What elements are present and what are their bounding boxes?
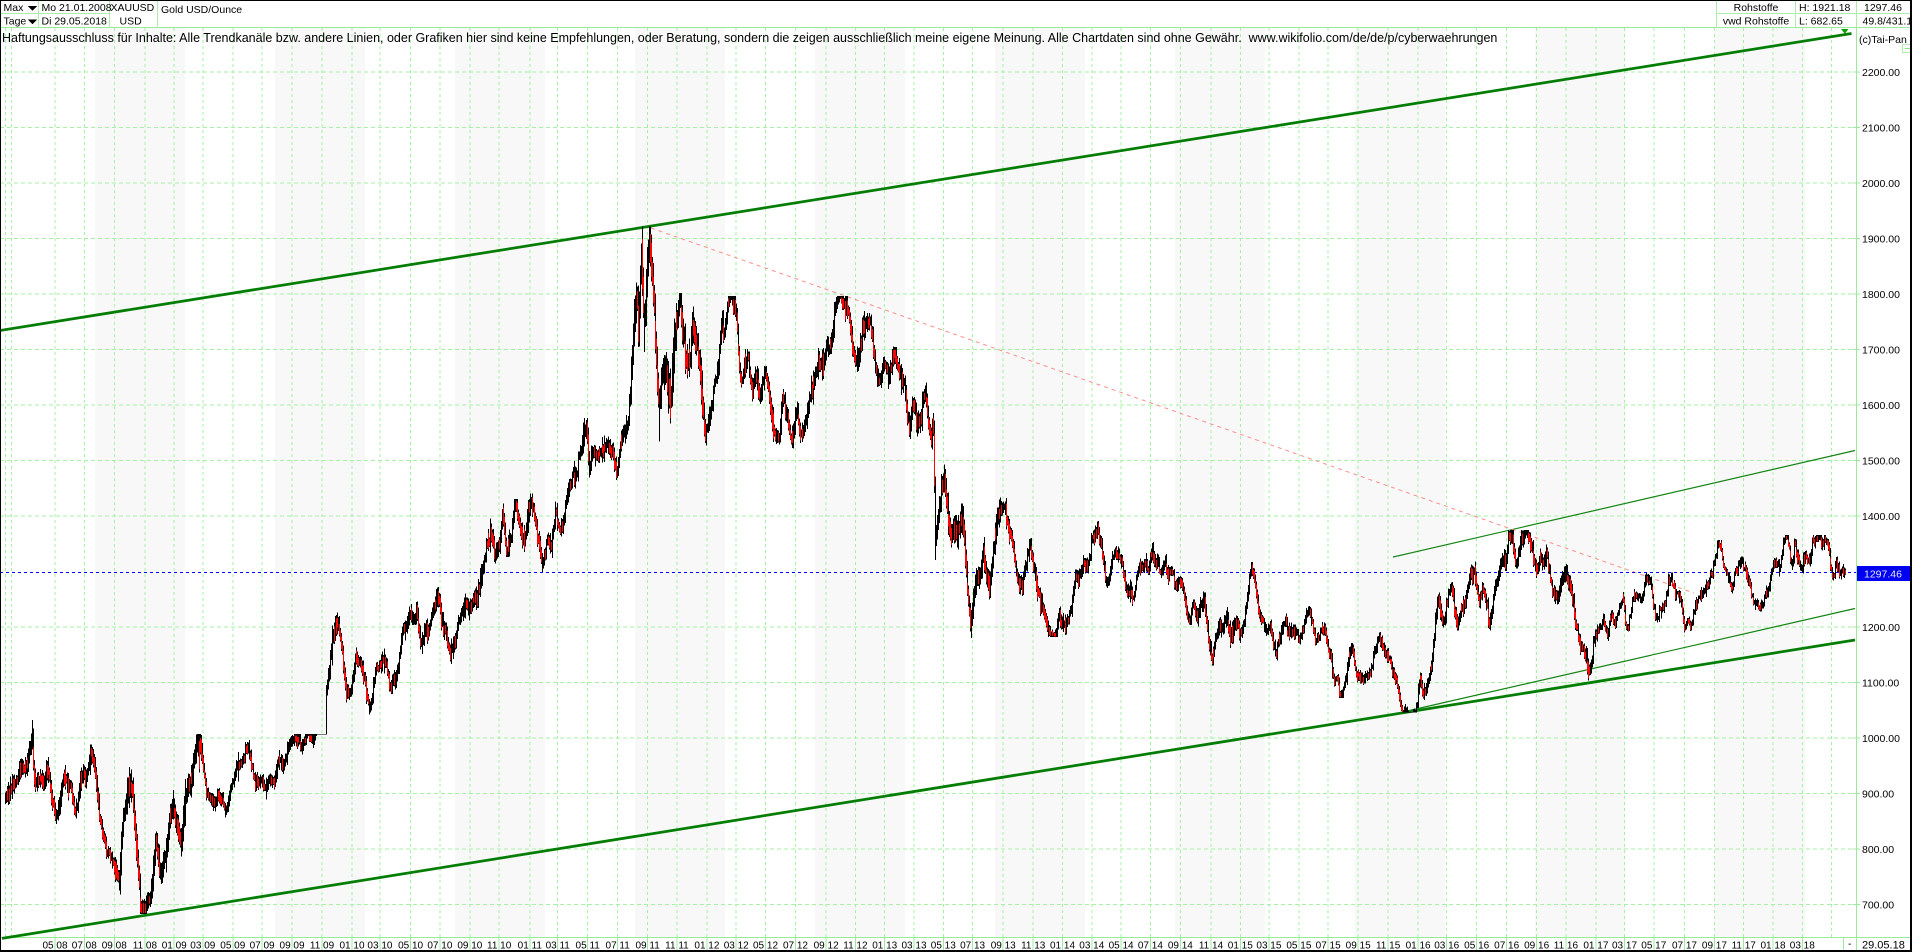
svg-text:49.8/431.1: 49.8/431.1 [1863,16,1912,28]
svg-text:09 09: 09 09 [280,941,305,952]
svg-text:1200.00: 1200.00 [1862,622,1900,634]
svg-text:1297.46: 1297.46 [1864,569,1902,581]
svg-text:-: - [1848,938,1852,950]
svg-text:05 17: 05 17 [1641,941,1666,952]
svg-text:2200.00: 2200.00 [1862,67,1900,79]
svg-text:03 16: 03 16 [1434,941,1459,952]
svg-text:09 17: 09 17 [1702,941,1727,952]
svg-text:1297.46: 1297.46 [1864,2,1902,14]
svg-text:1100.00: 1100.00 [1862,677,1899,689]
svg-text:Haftungsausschluss für Inhalte: Haftungsausschluss für Inhalte: Alle Tre… [2,31,1497,45]
svg-text:vwd Rohstoffe: vwd Rohstoffe [1723,16,1790,28]
svg-text:USD: USD [120,16,143,28]
svg-text:03 15: 03 15 [1256,941,1281,952]
svg-text:XAUUSD: XAUUSD [111,2,155,14]
svg-text:01 17: 01 17 [1583,941,1608,952]
svg-text:05 10: 05 10 [398,941,423,952]
svg-text:09 08: 09 08 [102,941,127,952]
svg-text:09 10: 09 10 [457,941,482,952]
svg-text:2000.00: 2000.00 [1862,178,1900,190]
svg-text:11 13: 11 13 [1021,941,1046,952]
svg-text:(c)Tai-Pan: (c)Tai-Pan [1859,34,1907,46]
svg-text:800.00: 800.00 [1862,844,1894,856]
svg-text:09 13: 09 13 [991,941,1016,952]
svg-text:1600.00: 1600.00 [1862,400,1900,412]
svg-text:03 14: 03 14 [1079,941,1104,952]
svg-text:05 08: 05 08 [42,941,67,952]
svg-text:05 11: 05 11 [576,941,601,952]
svg-text:1500.00: 1500.00 [1862,455,1900,467]
svg-text:03 12: 03 12 [724,941,749,952]
svg-text:09 12: 09 12 [814,941,839,952]
svg-text:H: 1921.18: H: 1921.18 [1799,2,1851,14]
svg-text:07 08: 07 08 [72,941,97,952]
svg-text:Tage: Tage [4,16,27,28]
svg-text:07 10: 07 10 [427,941,452,952]
svg-text:07 13: 07 13 [960,941,985,952]
svg-text:1000.00: 1000.00 [1862,733,1900,745]
svg-text:01 14: 01 14 [1050,941,1075,952]
svg-text:1900.00: 1900.00 [1862,233,1900,245]
svg-text:11 10: 11 10 [487,941,512,952]
svg-text:Rohstoffe: Rohstoffe [1734,2,1779,14]
svg-text:05 09: 05 09 [220,941,245,952]
svg-text:1700.00: 1700.00 [1862,344,1900,356]
svg-text:03 17: 03 17 [1612,941,1637,952]
svg-text:07 12: 07 12 [783,941,808,952]
svg-text:L: 682.65: L: 682.65 [1799,16,1843,28]
svg-text:11 09: 11 09 [310,941,335,952]
svg-text:09 14: 09 14 [1168,941,1193,952]
svg-text:01 11: 01 11 [518,941,543,952]
svg-text:07 15: 07 15 [1316,941,1341,952]
svg-text:900.00: 900.00 [1862,788,1894,800]
svg-text:03 09: 03 09 [190,941,215,952]
svg-text:09 11: 09 11 [636,941,661,952]
svg-text:07 17: 07 17 [1672,941,1697,952]
svg-text:01 18: 01 18 [1761,941,1786,952]
svg-text:03 18: 03 18 [1790,941,1815,952]
svg-text:01 13: 01 13 [872,941,897,952]
svg-text:Gold USD/Ounce: Gold USD/Ounce [161,4,242,16]
svg-text:05 14: 05 14 [1109,941,1134,952]
svg-text:1400.00: 1400.00 [1862,511,1900,523]
svg-text:07 16: 07 16 [1494,941,1519,952]
svg-text:11 15: 11 15 [1376,941,1401,952]
svg-text:1800.00: 1800.00 [1862,289,1900,301]
svg-text:11 12: 11 12 [843,941,868,952]
svg-text:01 10: 01 10 [339,941,364,952]
svg-text:03 11: 03 11 [546,941,571,952]
svg-text:05 16: 05 16 [1464,941,1489,952]
svg-text:Max: Max [4,2,25,14]
svg-text:01 12: 01 12 [694,941,719,952]
svg-text:01 15: 01 15 [1228,941,1253,952]
svg-text:11 08: 11 08 [133,941,158,952]
svg-text:11 16: 11 16 [1554,941,1579,952]
svg-text:29.05.18: 29.05.18 [1862,940,1905,952]
svg-text:03 10: 03 10 [367,941,392,952]
svg-text:05 15: 05 15 [1286,941,1311,952]
svg-text:07 14: 07 14 [1138,941,1163,952]
svg-text:Di 29.05.2018: Di 29.05.2018 [42,16,108,28]
svg-text:Mo 21.01.2008: Mo 21.01.2008 [42,2,112,14]
svg-text:07 09: 07 09 [250,941,275,952]
svg-text:07 11: 07 11 [606,941,631,952]
svg-text:11 17: 11 17 [1732,941,1757,952]
svg-text:11 14: 11 14 [1199,941,1224,952]
svg-text:05 13: 05 13 [931,941,956,952]
svg-text:09 15: 09 15 [1346,941,1371,952]
svg-text:01 09: 01 09 [162,941,187,952]
svg-text:11 11: 11 11 [665,941,689,952]
svg-text:01 16: 01 16 [1406,941,1431,952]
svg-text:03 13: 03 13 [901,941,926,952]
svg-text:2100.00: 2100.00 [1862,122,1900,134]
svg-text:09 16: 09 16 [1524,941,1549,952]
svg-text:05 12: 05 12 [753,941,778,952]
svg-text:700.00: 700.00 [1862,899,1894,911]
